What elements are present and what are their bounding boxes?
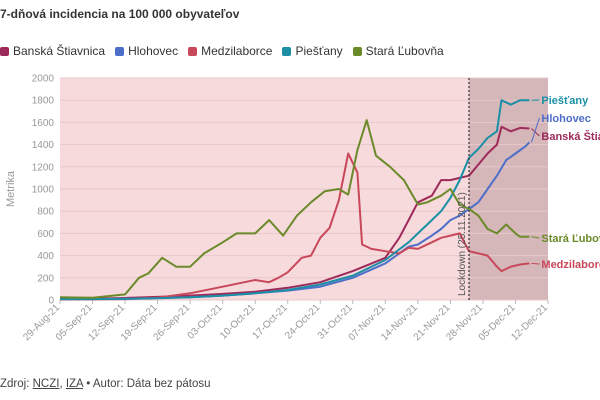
end-label: Banská Štiavnica bbox=[541, 130, 600, 143]
y-tick-label: 200 bbox=[37, 273, 54, 284]
y-tick-label: 800 bbox=[37, 207, 54, 218]
end-label: Stará Ľubovňa bbox=[541, 233, 600, 245]
y-tick-label: 400 bbox=[37, 251, 54, 262]
end-label-connector bbox=[531, 262, 540, 265]
legend-label: Hlohovec bbox=[128, 44, 179, 58]
source-author: • Autor: Dáta bez pátosu bbox=[83, 378, 211, 390]
y-axis-ticks: 0 200 400 600 800 1000 1200 1400 1600 1800 2000 bbox=[32, 74, 55, 307]
y-tick-label: 1800 bbox=[32, 96, 55, 107]
y-tick-label: 1600 bbox=[32, 118, 55, 129]
end-labels: Banská Štiavnica Hlohovec Medzilaborce Pieš… bbox=[530, 95, 600, 271]
gridlines bbox=[60, 77, 548, 301]
legend-swatch bbox=[352, 46, 362, 56]
lockdown-label: Lockdown (25.11.2021) bbox=[457, 192, 468, 296]
source-line: Zdroj: NCZI, IZA • Autor: Dáta bez pátos… bbox=[0, 378, 211, 390]
series-line bbox=[60, 99, 530, 301]
end-label: Medzilaborce bbox=[541, 259, 600, 271]
legend: Banská Štiavnica Hlohovec Medzilaborce Pieš… bbox=[0, 44, 444, 58]
source-prefix: Zdroj: bbox=[0, 378, 33, 390]
series-line bbox=[59, 125, 530, 300]
end-label: Hlohovec bbox=[541, 113, 591, 125]
y-tick-label: 1000 bbox=[32, 185, 55, 196]
y-tick-label: 2000 bbox=[32, 74, 55, 85]
y-tick-label: 1400 bbox=[32, 140, 55, 151]
legend-item: Medzilaborce bbox=[188, 44, 272, 58]
series-line bbox=[60, 152, 530, 301]
end-label-connector bbox=[531, 128, 540, 137]
legend-swatch bbox=[188, 46, 198, 56]
end-label: Piešťany bbox=[541, 95, 589, 107]
legend-swatch bbox=[115, 46, 125, 56]
x-axis-ticks: 29-Aug-2105-Sep-2112-Sep-2119-Sep-2126-S… bbox=[21, 300, 550, 343]
legend-label: Stará Ľubovňa bbox=[365, 44, 444, 58]
source-separator: , bbox=[59, 378, 66, 390]
legend-swatch bbox=[282, 46, 292, 56]
series-line bbox=[59, 119, 530, 299]
series-lines bbox=[59, 99, 531, 301]
lockdown-annotation: Lockdown (25.11.2021) bbox=[457, 78, 470, 300]
y-tick-label: 0 bbox=[48, 296, 54, 307]
legend-label: Banská Štiavnica bbox=[13, 44, 106, 58]
y-tick-label: 600 bbox=[37, 229, 54, 240]
legend-item: Hlohovec bbox=[115, 44, 178, 58]
source-link-iza[interactable]: IZA bbox=[65, 378, 84, 390]
legend-label: Medzilaborce bbox=[201, 44, 273, 58]
y-axis-title: Metrika bbox=[5, 170, 17, 207]
end-label-connector bbox=[531, 236, 540, 239]
legend-item: Piešťany bbox=[282, 44, 343, 58]
page-title: 7-dňová incidencia na 100 000 obyvateľov bbox=[0, 7, 240, 21]
y-tick-label: 1200 bbox=[32, 162, 55, 173]
legend-item: Banská Štiavnica bbox=[0, 44, 105, 58]
end-label-connector bbox=[530, 117, 540, 143]
legend-swatch bbox=[0, 46, 9, 56]
legend-item: Stará Ľubovňa bbox=[352, 44, 444, 58]
legend-label: Piešťany bbox=[295, 44, 343, 58]
source-link-nczi[interactable]: NCZI bbox=[32, 378, 60, 390]
